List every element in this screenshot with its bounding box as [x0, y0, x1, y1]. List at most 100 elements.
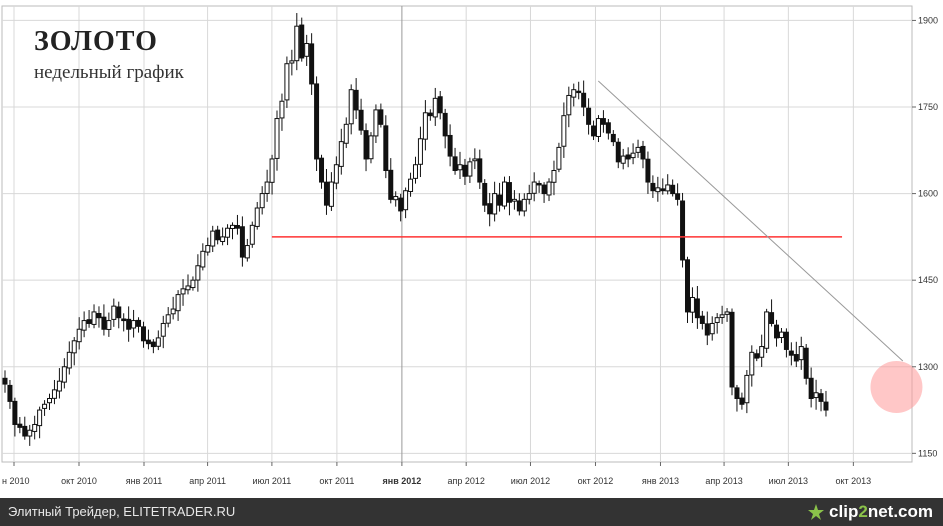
candle-body-up [749, 351, 755, 376]
candle-body-up [457, 164, 463, 171]
candle-body-up [343, 123, 349, 144]
x-tick-label: окт 2013 [836, 476, 872, 486]
candle-body-down [600, 118, 606, 125]
candle-body-down [145, 339, 151, 345]
candle-body-up [338, 141, 344, 167]
candle-body-down [353, 89, 359, 111]
candle-body-down [625, 154, 631, 160]
candle-body-up [47, 398, 53, 404]
candle-body-up [714, 317, 720, 323]
candle-body-down [239, 226, 245, 258]
candle-body-down [497, 194, 503, 206]
candle-body-down [2, 377, 8, 385]
candle-body-up [655, 187, 661, 193]
candle-body-down [319, 157, 325, 183]
candle-body-down [774, 324, 780, 339]
chart-overlays [271, 80, 923, 413]
downtrend-line [597, 80, 904, 362]
candle-body-up [160, 322, 166, 337]
candle-body-up [724, 311, 730, 315]
candle-body-down [615, 141, 621, 163]
candle-body-up [595, 118, 601, 137]
chart-title: ЗОЛОТО [34, 26, 158, 57]
candle-body-down [86, 319, 92, 324]
candle-body-up [304, 43, 310, 57]
candle-body-up [467, 161, 473, 177]
plot-frame [1, 5, 913, 463]
candle-body-down [685, 259, 690, 313]
candle-body-up [403, 190, 409, 211]
candle-body-up [432, 97, 438, 118]
clip2net-logo-icon [808, 504, 825, 520]
candle-body-up [551, 170, 557, 183]
candle-body-down [591, 125, 597, 137]
candle-body-down [783, 331, 789, 350]
candle-body-up [42, 403, 48, 409]
candle-body-up [274, 118, 280, 159]
candle-body-down [754, 353, 760, 359]
x-axis: н 2010 окт 2010 янв 2011 апр 2011 июл 2011 ок… [2, 462, 871, 486]
candle-body-up [689, 296, 695, 313]
candle-body-down [581, 92, 587, 108]
candlestick-series [2, 13, 829, 446]
x-tick-label: апр 2013 [705, 476, 742, 486]
candle-body-down [22, 425, 28, 437]
x-tick-label: окт 2010 [61, 476, 97, 486]
candle-body-up [170, 308, 176, 315]
x-tick-label: янв 2011 [126, 476, 162, 486]
clip2net-logo[interactable]: clip2net.com [807, 502, 933, 522]
candle-body-down [823, 401, 829, 411]
candle-body-up [175, 294, 181, 312]
x-tick-label: окт 2012 [578, 476, 614, 486]
candle-body-up [373, 109, 379, 137]
candle-body-up [719, 314, 725, 318]
y-tick-label: 1300 [918, 362, 938, 372]
candle-body-up [422, 112, 428, 140]
candle-body-down [309, 43, 315, 85]
candle-body-down [116, 306, 122, 319]
candle-body-down [610, 133, 616, 143]
candle-body-down [314, 83, 320, 160]
candle-body-up [571, 89, 577, 98]
candle-body-up [709, 322, 715, 335]
candle-body-down [363, 130, 369, 160]
candle-body-up [561, 115, 567, 147]
candle-body-down [442, 112, 448, 137]
candle-body-up [61, 366, 67, 383]
candle-body-down [12, 400, 18, 425]
chart-subtitle: недельный график [34, 62, 184, 83]
candle-body-up [71, 340, 77, 354]
candle-body-up [269, 158, 275, 183]
candle-body-down [793, 354, 799, 362]
candle-body-down [729, 311, 735, 388]
candle-body-up [333, 164, 339, 184]
x-tick-label: июл 2011 [253, 476, 292, 486]
candle-body-up [521, 198, 527, 212]
candle-body-down [7, 384, 13, 402]
candle-body-down [586, 107, 592, 125]
candle-body-down [398, 197, 404, 212]
candle-body-up [185, 285, 191, 291]
candle-body-up [620, 155, 626, 164]
candle-body-down [437, 96, 443, 114]
candle-body-up [180, 288, 186, 295]
candle-body-up [27, 429, 33, 437]
candle-body-up [195, 265, 201, 281]
candle-body-down [126, 318, 132, 330]
candle-body-up [205, 245, 211, 253]
candle-body-up [759, 346, 765, 358]
candle-body-down [136, 319, 142, 327]
candle-body-up [220, 236, 226, 243]
candle-body-up [348, 89, 354, 125]
x-tick-label: апр 2011 [189, 476, 226, 486]
candle-body-up [106, 320, 112, 330]
y-tick-label: 1600 [918, 189, 938, 199]
x-tick-label: июл 2012 [511, 476, 550, 486]
candle-body-down [383, 125, 389, 172]
price-chart: 1150 1300 1450 1600 1750 1900 н 2010 окт 2010 я… [1, 5, 938, 486]
y-axis: 1150 1300 1450 1600 1750 1900 [912, 15, 938, 458]
candle-body-up [492, 193, 498, 215]
x-tick-label: янв 2013 [642, 476, 679, 486]
candle-body-down [699, 315, 705, 324]
candle-body-up [526, 193, 532, 200]
